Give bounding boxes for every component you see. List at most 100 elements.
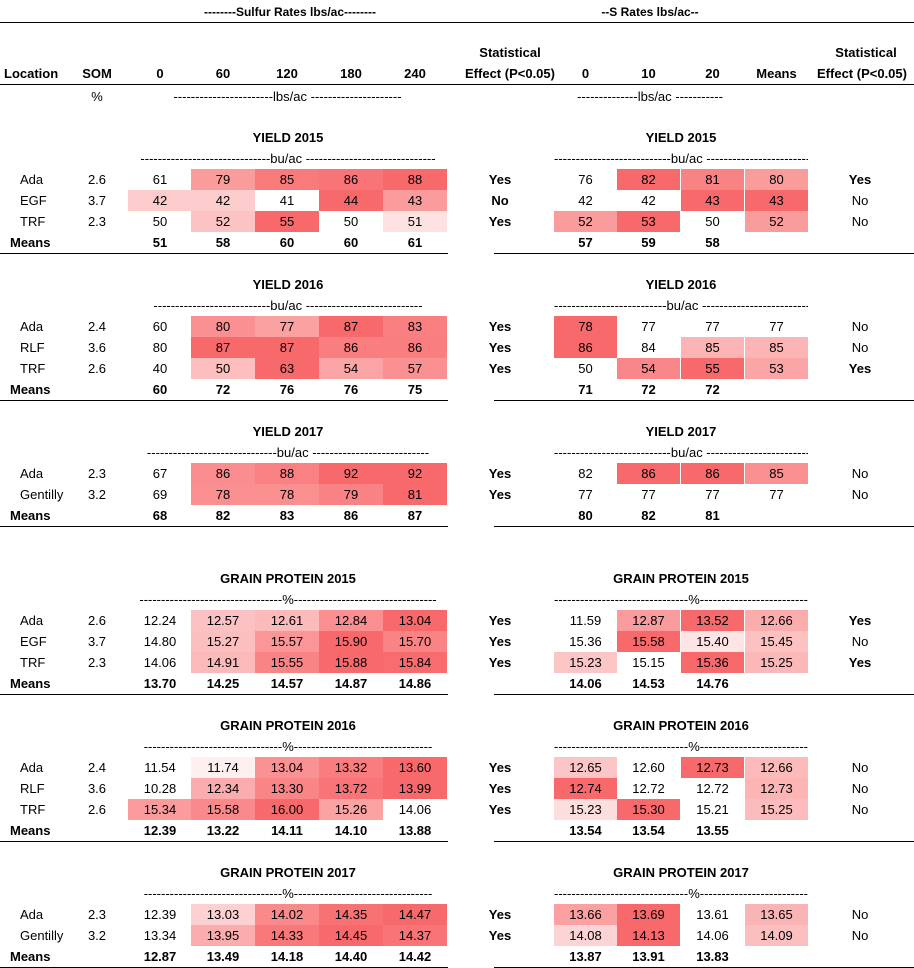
s-data-cell: 15.36 (681, 652, 744, 673)
unit-left: ------------------------------bu/ac ----… (146, 445, 430, 460)
rate-header-60: 60 (215, 66, 231, 81)
data-cell: 57 (383, 358, 447, 379)
row-location: TRF (20, 214, 46, 229)
means-cell: 61 (407, 235, 423, 250)
s-data-cell: 12.72 (617, 778, 680, 799)
s-means-cell: 14.53 (632, 676, 665, 691)
row-location: TRF (20, 361, 46, 376)
s-means-cell: 82 (641, 508, 656, 523)
data-cell: 50 (128, 211, 192, 232)
location-header: Location (4, 66, 59, 81)
data-cell: 13.04 (383, 610, 447, 631)
row-som: 3.2 (87, 928, 107, 943)
row-location: Ada (20, 172, 44, 187)
unit-left: --------------------------------%-------… (143, 739, 433, 754)
section-title-right: GRAIN PROTEIN 2016 (613, 718, 749, 733)
s-means-cell: 72 (705, 382, 720, 397)
s-means-cell: 57 (578, 235, 593, 250)
row-som: 3.7 (87, 193, 107, 208)
unit-left: ---------------------------bu/ac -------… (153, 298, 423, 313)
data-cell: 69 (128, 484, 192, 505)
means-cell: 60 (279, 235, 295, 250)
means-cell: 14.86 (398, 676, 432, 691)
data-cell: 51 (383, 211, 447, 232)
data-cell: 11.54 (128, 757, 192, 778)
stat-header-line2: Effect (P<0.05) (465, 66, 555, 81)
unit-right: -------------------------------%--------… (554, 886, 808, 901)
row-som: 2.4 (87, 319, 107, 334)
row-som: 2.4 (87, 760, 107, 775)
s-means-cell: 14.76 (696, 676, 729, 691)
row-location: Gentilly (20, 487, 64, 502)
means-cell: 13.88 (398, 823, 432, 838)
s-data-cell: 15.23 (554, 799, 617, 820)
data-cell: 77 (255, 316, 319, 337)
section-title-right: GRAIN PROTEIN 2017 (613, 865, 749, 880)
row-som: 2.3 (87, 214, 107, 229)
data-cell: 78 (255, 484, 319, 505)
means-cell: 82 (215, 508, 231, 523)
rate-header-240: 240 (404, 66, 426, 81)
s-means-cell: 71 (578, 382, 593, 397)
s-data-cell: 43 (681, 190, 744, 211)
section-title-right: YIELD 2015 (645, 130, 717, 145)
data-cell: 80 (128, 337, 192, 358)
stat2-header-line1: Statistical (835, 45, 897, 60)
data-cell: 15.70 (383, 631, 447, 652)
data-cell: 14.37 (383, 925, 447, 946)
row-som: 2.6 (87, 802, 107, 817)
data-cell: 14.06 (128, 652, 192, 673)
s-data-cell: 86 (681, 463, 744, 484)
means-cell: 60 (343, 235, 359, 250)
data-cell: 14.45 (319, 925, 383, 946)
unit-left: --------------------------------%-------… (143, 886, 433, 901)
section-title-left: GRAIN PROTEIN 2016 (220, 718, 356, 733)
data-cell: 14.35 (319, 904, 383, 925)
means-cell: 68 (152, 508, 168, 523)
s-data-cell: 81 (681, 169, 744, 190)
row-mean: 43 (745, 190, 808, 211)
means-cell: 14.18 (270, 949, 304, 964)
stat-effect: Yes (488, 928, 512, 943)
stat-effect: Yes (488, 613, 512, 628)
row-som: 2.3 (87, 907, 107, 922)
row-location: RLF (20, 781, 45, 796)
s-data-cell: 86 (617, 463, 680, 484)
s-data-cell: 53 (617, 211, 680, 232)
section-title-left: YIELD 2016 (252, 277, 324, 292)
data-cell: 12.61 (255, 610, 319, 631)
s-means-cell: 13.54 (632, 823, 665, 838)
stat-effect: Yes (488, 760, 512, 775)
data-cell: 41 (255, 190, 319, 211)
means-cell: 51 (152, 235, 168, 250)
s-data-cell: 77 (617, 316, 680, 337)
data-cell: 14.02 (255, 904, 319, 925)
row-location: TRF (20, 655, 46, 670)
data-cell: 10.28 (128, 778, 192, 799)
means-rule-right (494, 526, 914, 527)
means-cell: 86 (343, 508, 359, 523)
means-cell: 58 (215, 235, 231, 250)
s-data-cell: 15.23 (554, 652, 617, 673)
means-cell: 14.57 (270, 676, 304, 691)
data-cell: 14.91 (191, 652, 255, 673)
row-location: TRF (20, 802, 46, 817)
data-cell: 50 (319, 211, 383, 232)
s-data-cell: 52 (554, 211, 617, 232)
unit-right: -------------------------------%--------… (554, 592, 808, 607)
means-rule-left (0, 841, 448, 842)
means-header: Means (756, 66, 797, 81)
data-cell: 15.57 (255, 631, 319, 652)
s-rate-header-10: 10 (641, 66, 656, 81)
data-cell: 52 (191, 211, 255, 232)
unit-left: ------------------------------bu/ac ----… (140, 151, 436, 166)
data-cell: 78 (191, 484, 255, 505)
data-cell: 55 (255, 211, 319, 232)
means-cell: 75 (407, 382, 423, 397)
row-som: 3.6 (87, 340, 107, 355)
sulfur-rates-title: --------Sulfur Rates lbs/ac-------- (204, 5, 376, 19)
row-mean: 15.25 (745, 799, 808, 820)
s-means-cell: 72 (641, 382, 656, 397)
means-label: Means (10, 823, 51, 838)
data-cell: 13.60 (383, 757, 447, 778)
